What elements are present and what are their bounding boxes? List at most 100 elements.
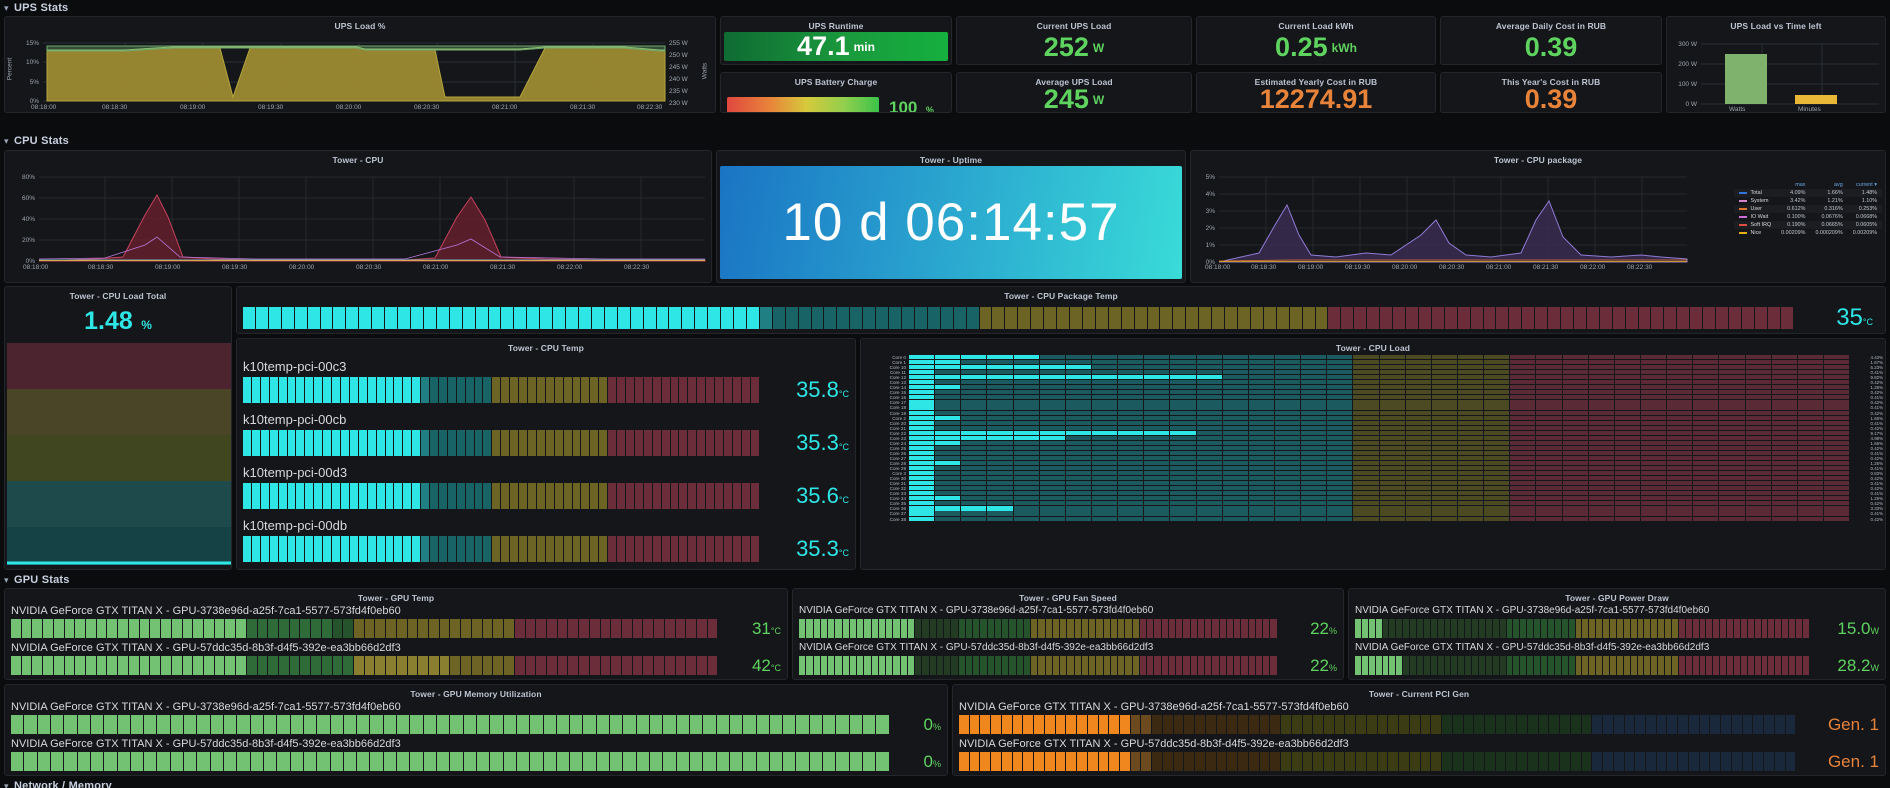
gpu-id-label: NVIDIA GeForce GTX TITAN X - GPU-57ddc35…	[1355, 642, 1710, 653]
panel-ups-battery-charge: UPS Battery Charge 100 %	[720, 72, 952, 113]
section-header-ups-stats[interactable]: ▾ UPS Stats	[0, 0, 1890, 16]
legend-col-avg[interactable]: avg	[1834, 182, 1843, 188]
legend-series-name: Soft IRQ	[1734, 221, 1777, 229]
bar-track: 22%	[793, 656, 1343, 675]
bar-value: 0%	[923, 751, 941, 771]
uptime-value-box: 10 d 06:14:57	[720, 166, 1182, 279]
panel-cpu-load: Tower - CPU Load Core 0 Core 1 Core 10 Core…	[860, 338, 1886, 570]
bar-plot	[1701, 43, 1879, 105]
battery-charge-readout: 100 %	[889, 99, 934, 113]
y-tick: 0%	[29, 98, 39, 105]
cpu-load-total-sparkline	[7, 343, 231, 565]
panel-cpu-temp: Tower - CPU Temp k10temp-pci-00c3 35.8°C k…	[236, 338, 856, 570]
bar-track: 0%	[5, 752, 947, 771]
x-tick: 08:20:30	[414, 104, 440, 111]
legend-row[interactable]: User 0.612% 0.316% 0.253%	[1734, 205, 1882, 213]
core-value: 0.42%	[1870, 501, 1883, 507]
panel-ups-load-vs-time-left: UPS Load vs Time left 300 W 200 W 100 W …	[1666, 16, 1886, 113]
core-name-column: Core 0 Core 1 Core 10 Core 11 Core 12 Core 13…	[861, 353, 909, 569]
panel-title: UPS Load %	[334, 21, 386, 31]
core-value: 0.41%	[1870, 511, 1883, 517]
panel-title: Tower - GPU Memory Utilization	[410, 689, 542, 699]
legend-row[interactable]: Soft IRQ 0.190% 0.0665% 0.0605%	[1734, 221, 1882, 229]
core-row	[909, 511, 1850, 516]
bar-track: 42°C	[5, 656, 787, 675]
y-tick: 2%	[1205, 225, 1215, 232]
bar-value: 42°C	[751, 655, 781, 675]
legend-row[interactable]: IO Wait 0.100% 0.0676% 0.0668%	[1734, 213, 1882, 221]
core-row	[909, 460, 1850, 466]
legend-row[interactable]: Nice 0.00209% 0.000209% 0.00209%	[1734, 229, 1882, 237]
bar-track: 35.6°C	[237, 483, 855, 509]
legend-current: 0.00209%	[1852, 230, 1877, 236]
core-value: 0.42%	[1870, 455, 1883, 461]
section-header-gpu-stats[interactable]: ▾ GPU Stats	[0, 572, 1890, 588]
cpu-temp-row: k10temp-pci-00d3 35.6°C	[237, 461, 855, 514]
y-tick: 40%	[21, 216, 35, 223]
panel-title: UPS Battery Charge	[794, 77, 878, 87]
legend-max: 0.00209%	[1781, 230, 1806, 236]
legend-row[interactable]: Total 4.09% 1.66% 1.48%	[1734, 189, 1882, 197]
x-tick: 08:18:30	[88, 264, 114, 271]
core-label: Core 37	[889, 511, 906, 517]
core-label: Core 2	[892, 415, 906, 421]
panel-tower-uptime: Tower - Uptime 10 d 06:14:57	[716, 150, 1186, 283]
cpu-package-legend-table[interactable]: max avg current ▾ Total 4.09% 1.66% 1.48% Sy…	[1734, 181, 1882, 237]
panel-title: Tower - CPU Package Temp	[1004, 291, 1118, 301]
stat-body: 245 W	[957, 84, 1191, 113]
x-tick: 08:22:30	[637, 104, 663, 111]
stat-unit: %	[925, 105, 934, 113]
core-label: Core 30	[889, 476, 906, 482]
stat-value: 245	[1043, 84, 1089, 113]
core-label: Core 15	[889, 390, 906, 396]
core-row	[909, 486, 1850, 491]
legend-swatch	[1739, 199, 1748, 202]
core-row	[909, 425, 1850, 431]
x-tick: 08:19:30	[258, 104, 284, 111]
panel-title: Tower - GPU Fan Speed	[1019, 593, 1117, 603]
y-tick: 1%	[1205, 242, 1215, 249]
core-row	[909, 370, 1850, 375]
core-value: 1.25%	[1870, 385, 1883, 391]
section-header-network-memory[interactable]: ▾ Network / Memory	[0, 778, 1890, 788]
x-tick: 08:21:30	[570, 104, 596, 111]
core-label: Core 20	[889, 420, 906, 426]
x-tick: 08:22:00	[1580, 264, 1606, 271]
legend-current: 1.48%	[1847, 189, 1882, 197]
section-title: GPU Stats	[14, 574, 70, 586]
bar-value: 28.2W	[1837, 655, 1879, 675]
panel-title: Tower - CPU Temp	[508, 343, 584, 353]
cpu-temp-row: k10temp-pci-00c3 35.8°C	[237, 355, 855, 408]
y-tick: 0%	[25, 258, 35, 265]
x-tick: 08:19:00	[155, 264, 181, 271]
core-label: Core 26	[889, 450, 906, 456]
bar-track: 35.3°C	[237, 430, 855, 456]
stat-body: 0.39	[1441, 31, 1661, 64]
bar-value: 15.0W	[1837, 618, 1879, 638]
bar-cells	[799, 619, 1277, 638]
core-value: 0.41%	[1870, 405, 1883, 411]
legend-series-name: Nice	[1734, 229, 1776, 237]
legend-col-current[interactable]: current ▾	[1856, 182, 1877, 188]
legend-avg: 0.316%	[1810, 205, 1848, 213]
legend-avg: 0.000209%	[1815, 230, 1843, 236]
core-value: 0.41%	[1870, 466, 1883, 472]
core-value: 0.42%	[1870, 390, 1883, 396]
panel-gpu-fan-speed: Tower - GPU Fan Speed NVIDIA GeForce GTX…	[792, 588, 1344, 680]
core-value: 0.42%	[1870, 516, 1883, 522]
x-tick: 08:22:30	[624, 264, 650, 271]
legend-col-max[interactable]: max	[1795, 182, 1806, 188]
core-value: 0.42%	[1870, 380, 1883, 386]
core-value: 1.66%	[1870, 440, 1883, 446]
x-tick: 08:19:30	[222, 264, 248, 271]
legend-row[interactable]: System 3.42% 1.21% 1.10%	[1734, 197, 1882, 205]
cpu-package-graph: 5% 4% 3% 2% 1% 0%	[1191, 165, 1885, 282]
core-label: Core 35	[889, 501, 906, 507]
bar-value: 22%	[1310, 655, 1337, 675]
core-value: 0.42%	[1870, 476, 1883, 482]
section-header-cpu-stats[interactable]: ▾ CPU Stats	[0, 133, 1890, 149]
core-row	[909, 395, 1850, 400]
y-tick-right: 245 W	[669, 64, 688, 71]
core-label: Core 36	[889, 506, 906, 512]
stat-body: 12274.91	[1197, 86, 1435, 113]
